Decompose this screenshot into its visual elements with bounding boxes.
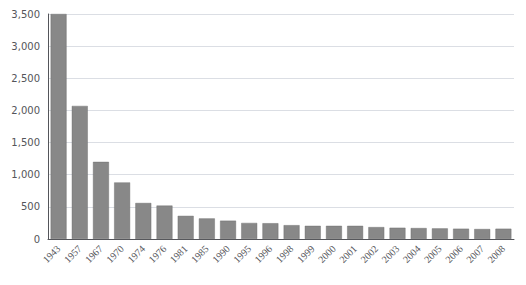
svg-text:1985: 1985 — [189, 243, 211, 265]
svg-text:2000: 2000 — [316, 243, 338, 265]
svg-text:1967: 1967 — [83, 243, 105, 265]
svg-text:1999: 1999 — [295, 243, 317, 265]
svg-text:1974: 1974 — [125, 243, 147, 265]
svg-text:2002: 2002 — [358, 243, 380, 265]
svg-text:1998: 1998 — [274, 243, 296, 265]
svg-text:2004: 2004 — [401, 243, 423, 265]
svg-text:2,000: 2,000 — [11, 105, 40, 116]
svg-text:1976: 1976 — [146, 243, 168, 265]
svg-text:1995: 1995 — [231, 243, 253, 265]
svg-text:1943: 1943 — [41, 243, 63, 265]
svg-text:0: 0 — [34, 234, 40, 245]
svg-text:2003: 2003 — [379, 243, 401, 265]
svg-text:1957: 1957 — [62, 243, 84, 265]
svg-text:1970: 1970 — [104, 243, 126, 265]
svg-text:3,000: 3,000 — [11, 41, 40, 52]
svg-text:2006: 2006 — [443, 243, 465, 265]
svg-text:1981: 1981 — [168, 243, 190, 265]
svg-text:2001: 2001 — [337, 243, 359, 265]
svg-text:1,500: 1,500 — [11, 137, 40, 148]
svg-text:2007: 2007 — [464, 243, 486, 265]
svg-text:1,000: 1,000 — [11, 169, 40, 180]
svg-text:3,500: 3,500 — [11, 9, 40, 20]
svg-text:1990: 1990 — [210, 243, 232, 265]
svg-text:2008: 2008 — [485, 243, 507, 265]
svg-text:500: 500 — [21, 201, 40, 212]
svg-text:2,500: 2,500 — [11, 73, 40, 84]
svg-text:1996: 1996 — [252, 243, 274, 265]
svg-text:2005: 2005 — [422, 243, 444, 265]
